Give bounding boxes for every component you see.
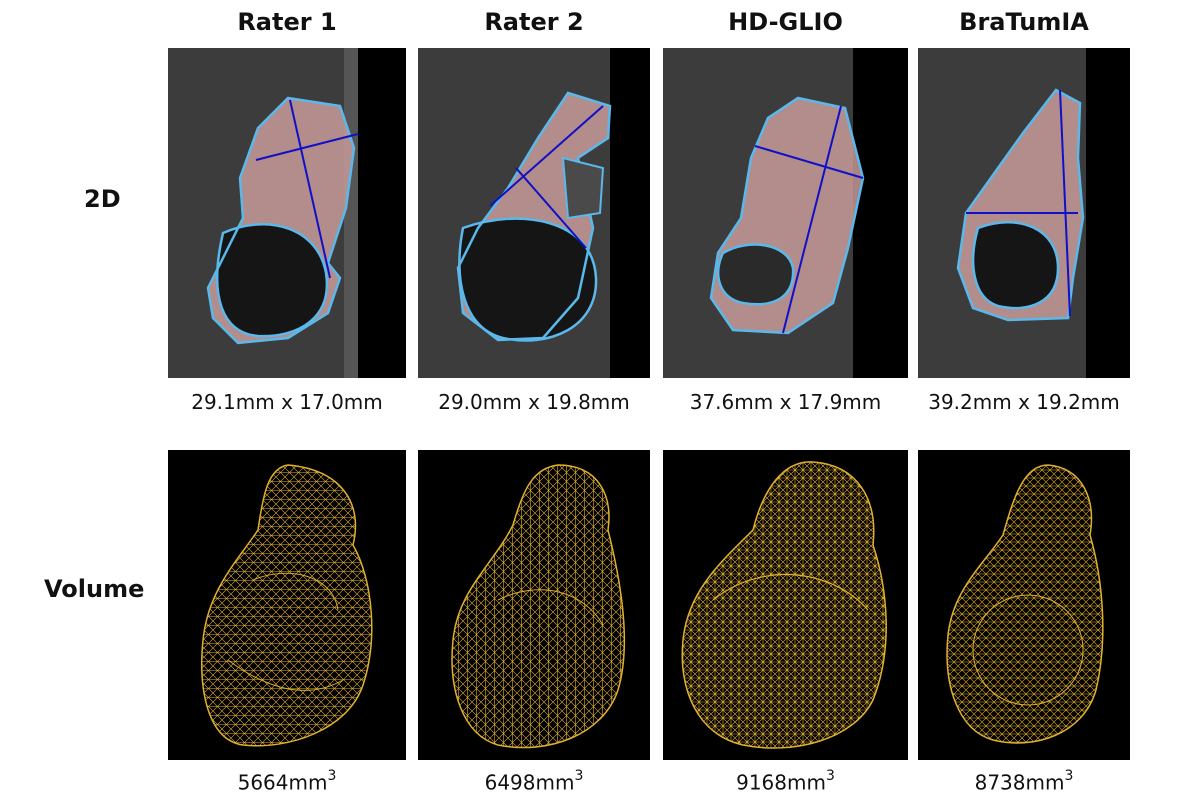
row-label-2d: 2D [84,185,121,213]
slice-panel-rater-1 [168,48,406,378]
volume-hd-glio: 9168mm3 [663,768,908,795]
slice-image-rater-1 [168,48,406,378]
measurement-rater-1: 29.1mm x 17.0mm [191,390,383,414]
volume-exponent: 3 [825,768,835,784]
measurement-hd-glio: 37.6mm x 17.9mm [689,390,882,414]
volume-value: 9168mm [736,770,826,795]
volume-exponent: 3 [1064,768,1074,784]
volume-panel-hd-glio [663,450,908,760]
column-title-rater-1: Rater 1 [237,8,337,36]
volume-value: 6498mm [484,770,575,795]
volume-mesh-rater-2 [451,464,626,749]
slice-image-hd-glio [663,48,908,378]
slice-panel-bratumia [918,48,1130,378]
volume-panel-rater-1 [168,450,406,760]
volume-rater-2: 6498mm3 [418,768,650,795]
volume-mesh-rater-1 [201,464,373,747]
volume-exponent: 3 [327,768,337,784]
volume-value: 8738mm [974,770,1065,795]
volume-bratumia: 8738mm3 [918,768,1130,795]
slice-image-rater-2 [418,48,650,378]
volume-panel-rater-2 [418,450,650,760]
slice-panel-rater-2 [418,48,650,378]
measurement-bratumia: 39.2mm x 19.2mm [928,390,1120,414]
measurement-rater-2: 29.0mm x 19.8mm [438,390,630,414]
volume-value: 5664mm [237,770,328,795]
row-label-volume: Volume [44,575,145,603]
volume-mesh-bratumia [946,464,1104,744]
column-title-rater-2: Rater 2 [484,8,584,36]
volume-panel-bratumia [918,450,1130,760]
slice-image-bratumia [918,48,1130,378]
column-title-bratumia: BraTumIA [959,8,1089,36]
volume-mesh-hd-glio [681,461,887,749]
volume-exponent: 3 [574,768,584,784]
volume-rater-1: 5664mm3 [168,768,406,795]
column-title-hd-glio: HD-GLIO [728,8,843,36]
slice-panel-hd-glio [663,48,908,378]
